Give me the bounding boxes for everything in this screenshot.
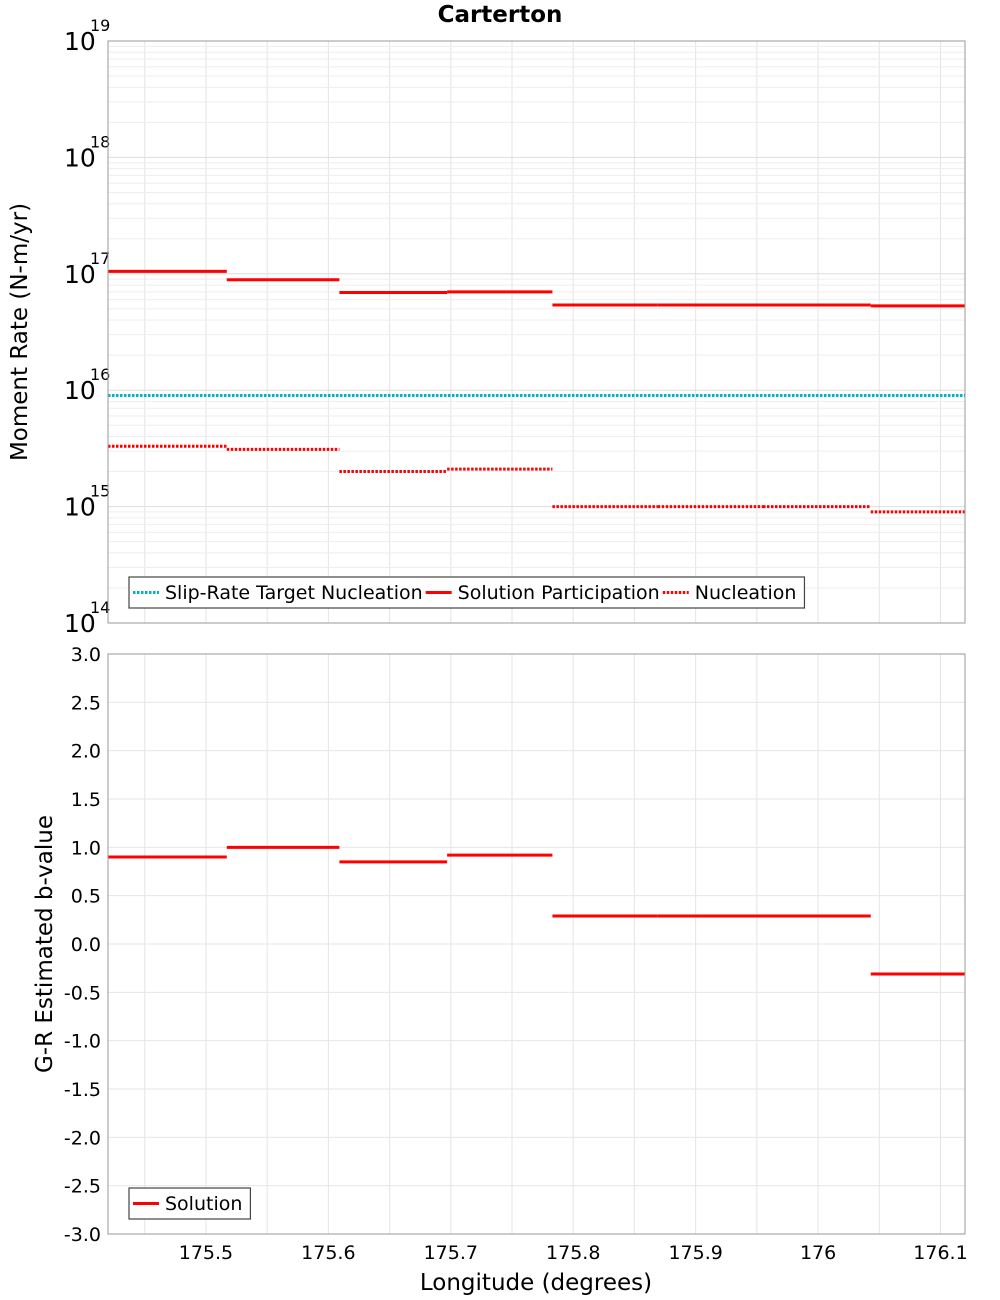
y-tick-exponent: 16 xyxy=(90,365,110,384)
legend: Slip-Rate Target Nucleation Solution Part… xyxy=(128,576,806,609)
chart-title: Carterton xyxy=(438,2,563,28)
x-tick-label: 176.1 xyxy=(913,1242,967,1264)
y-tick-label: 1.0 xyxy=(71,837,101,859)
y-tick-label: 0.0 xyxy=(71,934,101,956)
y-tick-label: 2.5 xyxy=(71,692,101,714)
x-tick-label: 175.9 xyxy=(668,1242,722,1264)
plot-area xyxy=(108,41,965,623)
legend-label: Solution xyxy=(165,1193,242,1215)
y-tick-label: -2.5 xyxy=(64,1176,101,1198)
legend-box xyxy=(128,1187,252,1220)
y-tick-label: 10 xyxy=(64,609,96,638)
y-tick-label: 10 xyxy=(64,143,96,172)
y-tick-exponent: 15 xyxy=(90,482,110,501)
x-tick-label: 175.7 xyxy=(424,1242,478,1264)
x-tick-label: 175.6 xyxy=(301,1242,355,1264)
plot-border xyxy=(107,653,966,1235)
x-tick-label: 175.5 xyxy=(179,1242,233,1264)
y-tick-exponent: 14 xyxy=(90,598,110,617)
legend-label: Nucleation xyxy=(695,582,797,604)
y-tick-label: 2.0 xyxy=(71,741,101,763)
legend-label: Solution Participation xyxy=(458,582,660,604)
x-tick-label: 176 xyxy=(800,1242,836,1264)
y-tick-exponent: 17 xyxy=(90,249,110,268)
plot-border xyxy=(107,40,966,624)
x-tick-label: 175.8 xyxy=(546,1242,600,1264)
y-tick-label: 10 xyxy=(64,493,96,522)
x-axis-label: Longitude (degrees) xyxy=(420,1270,652,1296)
y-tick-label: 10 xyxy=(64,260,96,289)
b-value-panel: 3.0 2.5 2.0 1.5 1.0 0.5 0.0 -0.5 -1.0 -1.5 -2.0 -2.… xyxy=(32,644,968,1264)
y-tick-exponent: 19 xyxy=(90,16,110,35)
y-tick-label: 0.5 xyxy=(71,886,101,908)
legend-label: Slip-Rate Target Nucleation xyxy=(165,582,423,604)
y-tick-label: -0.5 xyxy=(64,982,101,1004)
legend-box xyxy=(128,576,806,609)
y-axis-label: Moment Rate (N-m/yr) xyxy=(7,203,33,461)
y-tick-label: -1.0 xyxy=(64,1031,101,1053)
legend: Solution xyxy=(128,1187,252,1220)
y-tick-label: 10 xyxy=(64,376,96,405)
y-tick-label: 10 xyxy=(64,27,96,56)
y-tick-label: 3.0 xyxy=(71,644,101,666)
y-tick-exponent: 18 xyxy=(90,132,110,151)
y-tick-label: -1.5 xyxy=(64,1079,101,1101)
y-axis-label: G-R Estimated b-value xyxy=(32,815,58,1073)
y-tick-label: -3.0 xyxy=(64,1224,101,1246)
y-tick-label: 1.5 xyxy=(71,789,101,811)
y-tick-label: -2.0 xyxy=(64,1127,101,1149)
